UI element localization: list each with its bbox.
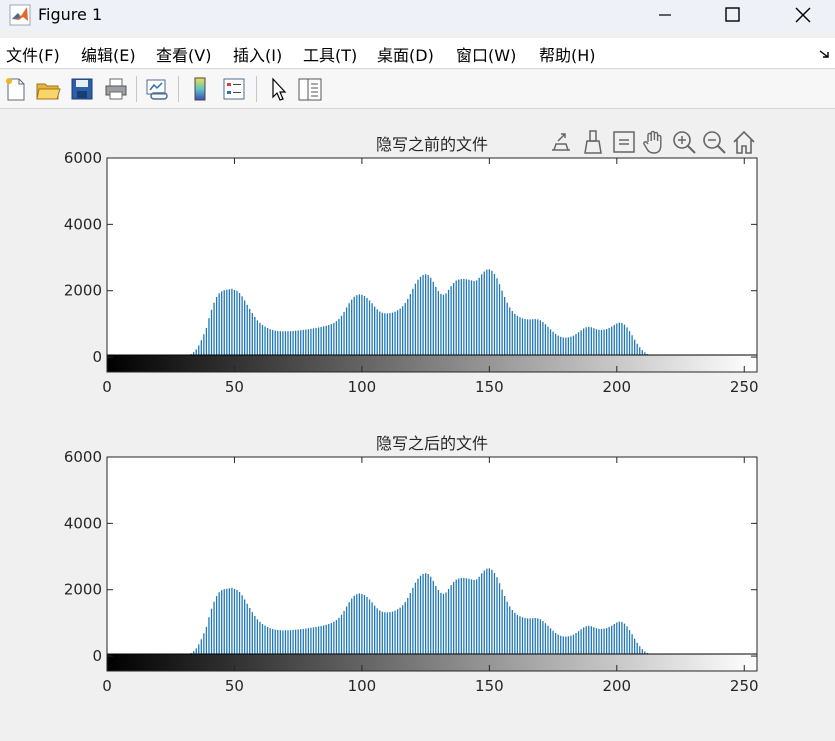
minimize-button[interactable] [642, 0, 688, 30]
save-icon[interactable] [68, 75, 96, 103]
menu-window[interactable]: 窗口(W) [456, 46, 517, 65]
menu-bar: 文件(F) 编辑(E) 查看(V) 插入(I) 工具(T) 桌面(D) 窗口(W… [0, 38, 835, 69]
print-icon[interactable] [102, 75, 130, 103]
matlab-logo-icon [9, 4, 31, 26]
figure-canvas [0, 109, 835, 741]
toolbar-separator [256, 76, 257, 102]
link-plot-icon[interactable] [143, 75, 171, 103]
toolbar-separator [136, 76, 137, 102]
pan-hand-icon[interactable] [640, 128, 668, 156]
title-bar: Figure 1 [0, 0, 835, 30]
zoom-out-icon[interactable] [700, 128, 728, 156]
export-icon[interactable] [548, 128, 576, 156]
zoom-in-icon[interactable] [670, 128, 698, 156]
menu-insert[interactable]: 插入(I) [233, 46, 283, 65]
restore-view-home-icon[interactable] [730, 128, 758, 156]
window-title: Figure 1 [38, 5, 103, 24]
new-figure-icon[interactable] [2, 75, 30, 103]
menu-file[interactable]: 文件(F) [6, 46, 60, 65]
data-tips-icon[interactable] [610, 128, 638, 156]
toolbar-separator [178, 76, 179, 102]
minimize-icon [659, 14, 671, 16]
figure-toolbar [0, 70, 835, 109]
edit-plot-pointer-icon[interactable] [264, 75, 292, 103]
close-button[interactable] [780, 0, 826, 30]
insert-colorbar-icon[interactable] [186, 75, 214, 103]
maximize-icon [725, 7, 740, 22]
dock-arrow-icon[interactable] [819, 48, 831, 60]
insert-legend-icon[interactable] [220, 75, 248, 103]
menu-help[interactable]: 帮助(H) [539, 46, 596, 65]
close-icon [795, 7, 811, 23]
menu-tools[interactable]: 工具(T) [303, 46, 358, 65]
maximize-button[interactable] [710, 0, 756, 30]
menu-view[interactable]: 查看(V) [156, 46, 212, 65]
property-inspector-icon[interactable] [296, 75, 324, 103]
menu-desktop[interactable]: 桌面(D) [377, 46, 434, 65]
brush-icon[interactable] [580, 128, 608, 156]
menu-edit[interactable]: 编辑(E) [81, 46, 136, 65]
open-file-icon[interactable] [34, 75, 62, 103]
